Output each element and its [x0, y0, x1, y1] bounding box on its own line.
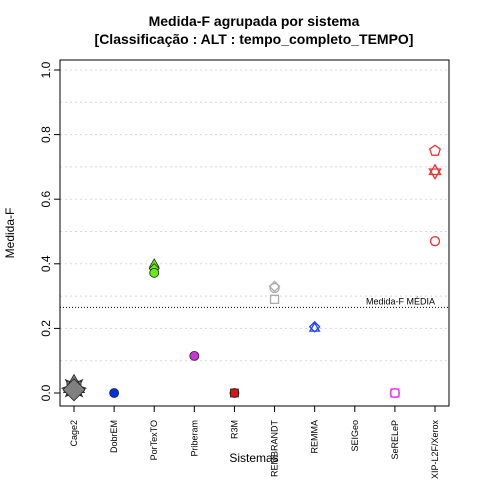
y-tick-label: 0.4 [39, 255, 53, 272]
y-axis: 0.0 0.2 0.4 0.6 0.8 1.0 [39, 61, 60, 401]
data-points [60, 144, 442, 402]
data-point-triangle [308, 321, 321, 332]
data-point-star6-down [428, 168, 442, 181]
data-point-circle [269, 282, 280, 294]
chart-subtitle: [Classificação : ALT : tempo_completo_TE… [95, 31, 414, 47]
x-tick-label: REMMA [310, 420, 320, 454]
plot-frame [59, 59, 450, 407]
reference-line-group: Medida-F MÉDIA [60, 296, 449, 308]
y-tick-label: 0.2 [39, 320, 53, 337]
x-tick-label: Priberam [189, 420, 199, 457]
y-tick-label: 0.0 [39, 384, 53, 401]
data-point-square [269, 294, 280, 304]
x-tick-label: SEIGeo [350, 420, 360, 452]
data-point-circle [389, 387, 401, 399]
data-point-circle [189, 350, 200, 361]
x-tick-label: R3M [229, 420, 239, 439]
y-axis-label: Medida-F [3, 208, 17, 259]
y-tick-label: 1.0 [39, 61, 53, 78]
chart-title: Medida-F agrupada por sistema [149, 13, 360, 29]
data-point-pentagon [429, 144, 441, 156]
x-tick-label: PorTexTO [149, 420, 159, 460]
x-tick-label: Cage2 [69, 420, 79, 447]
data-point-circle [429, 236, 441, 247]
x-axis: Cage2 DobrEM PorTexTO Priberam R3M REMBRANDT R… [69, 406, 440, 479]
x-axis-label: Sistemas [229, 451, 278, 465]
data-point-circle [149, 267, 160, 278]
data-point-diamond [62, 378, 86, 402]
grid-lines [60, 69, 449, 362]
y-tick-label: 0.6 [39, 191, 53, 208]
x-tick-label: DobrEM [109, 420, 119, 453]
x-tick-label: XIP-L2F/Xerox [430, 420, 440, 480]
data-point-circle [109, 388, 120, 398]
data-point-square [230, 388, 239, 398]
y-tick-label: 0.8 [39, 126, 53, 143]
reference-line-label: Medida-F MÉDIA [366, 296, 435, 306]
x-tick-label: REMBRANDT [270, 420, 280, 478]
x-tick-label: SeRELeP [390, 420, 400, 460]
